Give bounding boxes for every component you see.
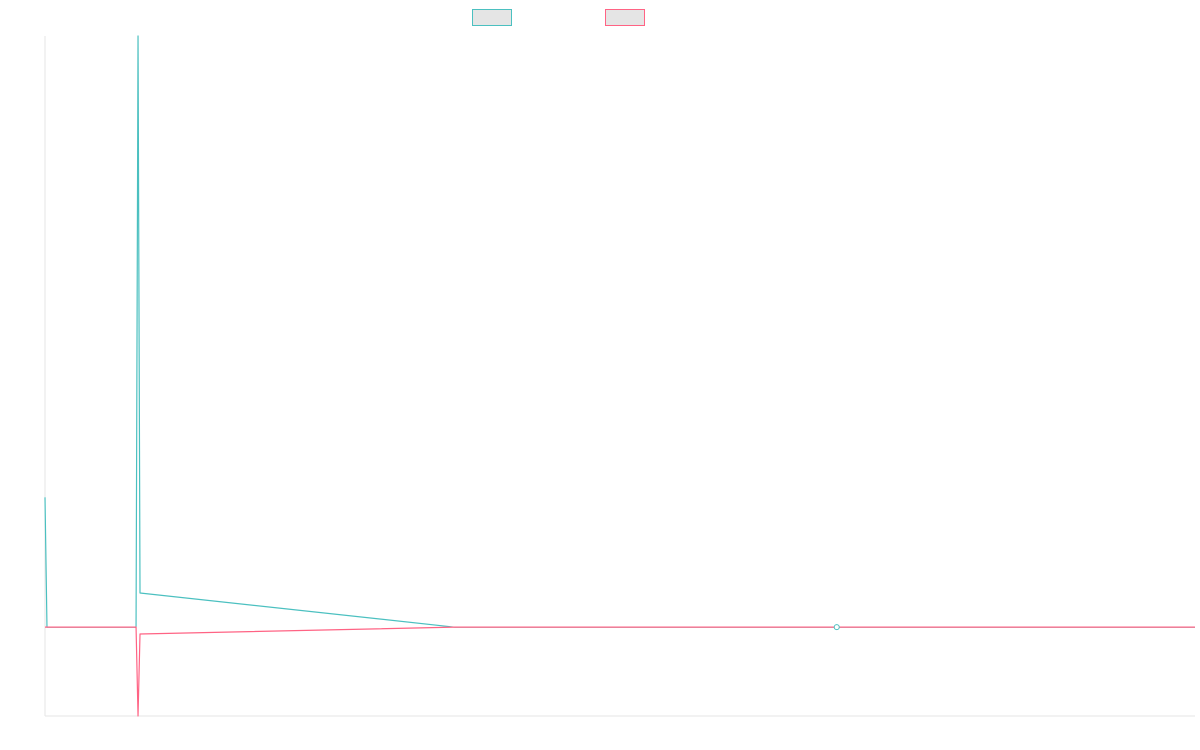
points-layer — [833, 624, 840, 631]
series-line-2 — [45, 626, 1195, 717]
legend-swatch-2[interactable] — [605, 9, 645, 26]
series-line-1 — [44, 35, 1195, 628]
legend-swatch-1[interactable] — [472, 9, 512, 26]
series-layer — [44, 35, 1195, 717]
legend[interactable] — [472, 9, 645, 26]
data-point[interactable] — [833, 624, 840, 631]
axes — [44, 36, 1195, 717]
